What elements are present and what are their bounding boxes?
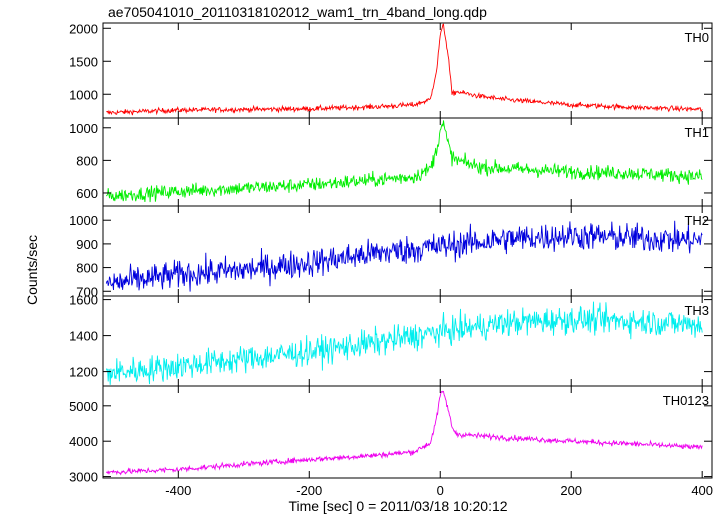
y-tick-label: 1400: [69, 329, 98, 344]
y-tick-label: 1600: [69, 293, 98, 308]
y-tick-label: 1500: [69, 54, 98, 69]
x-axis-label: Time [sec] 0 = 2011/03/18 10:20:12: [288, 498, 508, 514]
y-tick-label: 2000: [69, 21, 98, 36]
series-label-th0123: TH0123: [663, 393, 709, 408]
y-tick-label: 1200: [69, 365, 98, 380]
series-line-th1: [106, 120, 703, 203]
y-tick-label: 700: [76, 284, 98, 299]
series-label-th2: TH2: [684, 213, 709, 228]
y-tick-label: 5000: [69, 399, 98, 414]
y-tick-label: 900: [76, 237, 98, 252]
panel-frame-th0123: [102, 385, 713, 479]
series-line-th0123: [105, 390, 703, 476]
page-title: ae705041010_20110318102012_wam1_trn_4ban…: [108, 4, 487, 20]
y-tick-label: 1000: [69, 121, 98, 136]
y-tick-label: 800: [76, 153, 98, 168]
x-tick-label: -400: [165, 483, 191, 498]
series-line-th2: [105, 220, 703, 292]
series-line-th3: [105, 301, 703, 385]
y-tick-label: 1000: [69, 87, 98, 102]
series-label-th0: TH0: [684, 30, 709, 45]
panel-frame-th2: [102, 205, 713, 297]
series-line-th0: [106, 23, 703, 116]
x-tick-label: 0: [437, 483, 444, 498]
y-tick-label: 800: [76, 261, 98, 276]
y-tick-label: 1000: [69, 213, 98, 228]
x-tick-label: 400: [691, 483, 713, 498]
panel-frame-th3: [102, 295, 713, 387]
series-label-th3: TH3: [684, 303, 709, 318]
y-tick-label: 4000: [69, 434, 98, 449]
y-tick-label: 3000: [69, 470, 98, 485]
x-tick-label: 200: [560, 483, 582, 498]
series-label-th1: TH1: [684, 125, 709, 140]
x-tick-label: -200: [296, 483, 322, 498]
y-tick-label: 600: [76, 186, 98, 201]
